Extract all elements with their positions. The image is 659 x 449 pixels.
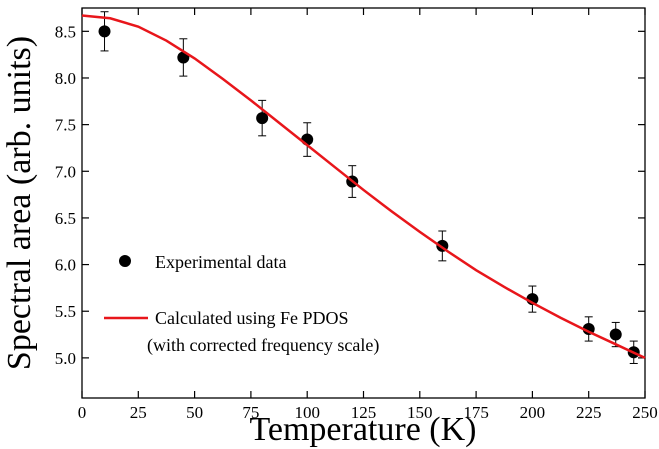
x-tick-label: 175 [463, 403, 489, 422]
y-axis-label: Spectral area (arb. units) [1, 36, 38, 370]
y-tick-label: 5.5 [55, 302, 76, 321]
legend-line-2: (with corrected frequency scale) [147, 335, 379, 356]
x-tick-label: 125 [351, 403, 377, 422]
x-tick-label: 50 [186, 403, 203, 422]
x-tick-label: 225 [576, 403, 602, 422]
y-tick-label: 7.5 [55, 116, 76, 135]
y-tick-label: 6.5 [55, 209, 76, 228]
y-tick-label: 6.0 [55, 256, 76, 275]
x-tick-label: 0 [78, 403, 87, 422]
legend-marker [119, 255, 131, 267]
x-tick-label: 25 [130, 403, 147, 422]
fit-line [81, 14, 646, 360]
legend-label: Experimental data [155, 252, 286, 272]
x-tick-label: 150 [407, 403, 433, 422]
x-tick-label: 250 [632, 403, 658, 422]
legend-line-1: Calculated using Fe PDOS [155, 308, 349, 328]
data-point [98, 25, 111, 38]
x-tick-label: 75 [242, 403, 259, 422]
data-point [609, 328, 622, 341]
x-tick-label: 100 [294, 403, 320, 422]
x-tick-label: 200 [520, 403, 546, 422]
y-tick-label: 5.0 [55, 349, 76, 368]
y-tick-label: 7.0 [55, 162, 76, 181]
y-tick-label: 8.0 [55, 69, 76, 88]
x-axis-label: Temperature (K) [250, 411, 477, 448]
y-tick-label: 8.5 [55, 22, 76, 41]
data-point [256, 112, 269, 125]
legend-label: Calculated using Fe PDOS (with corrected … [147, 308, 379, 356]
